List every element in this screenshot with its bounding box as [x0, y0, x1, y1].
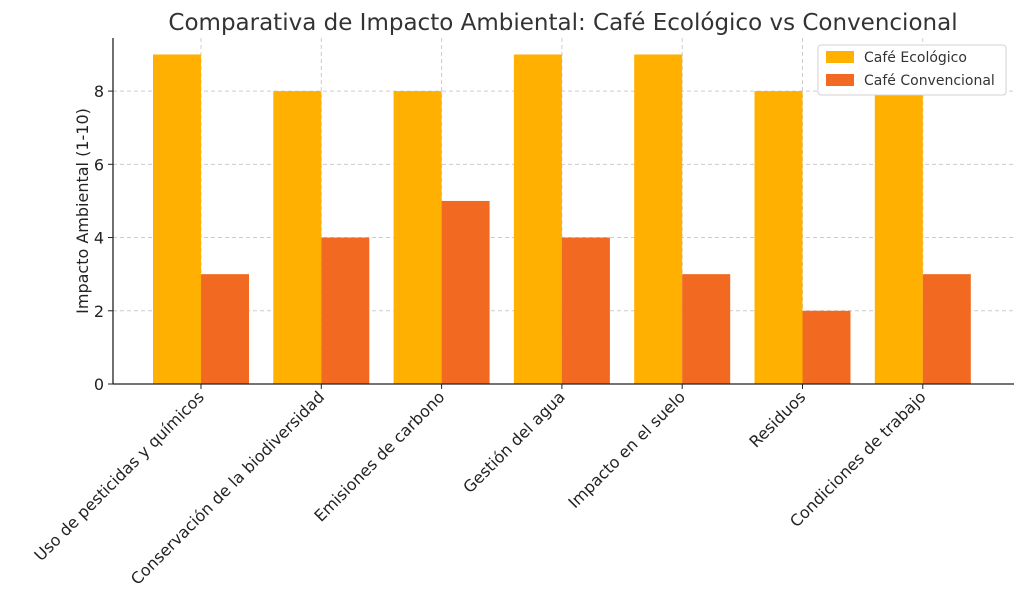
- bar-ecologico: [153, 54, 201, 384]
- y-tick-label: 8: [94, 82, 104, 101]
- bar-convencional: [802, 310, 851, 384]
- legend-swatch-ecologico: [826, 51, 854, 63]
- legend-swatch-convencional: [826, 74, 854, 86]
- x-ticks: Uso de pesticidas y químicosConservación…: [30, 384, 930, 589]
- x-tick-label: Impacto en el suelo: [564, 387, 689, 512]
- x-tick-label: Condiciones de trabajo: [786, 387, 930, 531]
- chart-title: Comparativa de Impacto Ambiental: Café E…: [168, 10, 957, 36]
- bar-convencional: [561, 237, 610, 384]
- x-tick-label: Residuos: [745, 387, 809, 451]
- x-tick-label: Conservación de la biodiversidad: [127, 387, 328, 588]
- legend: Café Ecológico Café Convencional: [817, 44, 1007, 96]
- x-tick-label: Emisiones de carbono: [310, 387, 448, 525]
- legend-label-convencional: Café Convencional: [864, 73, 995, 89]
- bar-convencional: [922, 274, 971, 384]
- x-tick-label: Gestión del agua: [459, 387, 568, 496]
- y-tick-label: 0: [94, 375, 104, 394]
- legend-box: [817, 44, 1007, 96]
- bar-ecologico: [634, 54, 683, 384]
- bar-convencional: [321, 237, 370, 384]
- bars: [153, 54, 971, 384]
- y-ticks: 0 2 4 6 8: [94, 82, 113, 394]
- y-tick-label: 6: [94, 155, 104, 174]
- bar-convencional: [441, 200, 490, 384]
- bar-ecologico: [273, 91, 322, 384]
- bar-convencional: [682, 274, 731, 384]
- bar-ecologico: [513, 54, 562, 384]
- bar-convencional: [201, 274, 249, 384]
- y-axis-label: Impacto Ambiental (1-10): [73, 108, 92, 314]
- y-tick-label: 2: [94, 302, 104, 321]
- y-tick-label: 4: [94, 229, 104, 248]
- axes: [112, 38, 1014, 385]
- bar-ecologico: [393, 91, 442, 384]
- bar-ecologico: [754, 91, 803, 384]
- bar-ecologico: [874, 91, 923, 384]
- legend-label-ecologico: Café Ecológico: [864, 50, 967, 66]
